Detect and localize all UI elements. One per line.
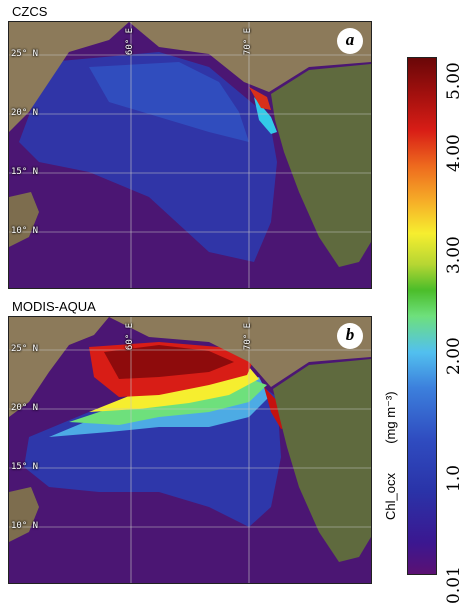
panel-a-badge: a	[337, 28, 363, 54]
lat-label-25: 25° N	[11, 344, 39, 354]
colorbar-label: Chl_ocx (mg m⁻³)	[383, 391, 399, 520]
modis-map	[9, 317, 371, 583]
colorbar-tick-1.0: 1.0	[444, 464, 464, 492]
colorbar-tick-5.00: 5.00	[444, 62, 464, 100]
colorbar-tick-0.01: 0.01	[444, 566, 464, 604]
chl-lightblue-region	[89, 62, 249, 142]
lon-label-60: 60° E	[125, 28, 135, 56]
colorbar-tick-2.00: 2.00	[444, 337, 464, 375]
czcs-map-panel: 25° N 20° N 15° N 10° N 60° E 70° E a	[8, 21, 372, 289]
lon-label-70: 70° E	[243, 28, 253, 56]
somalia-land	[9, 487, 39, 542]
iran-pakistan-land	[109, 317, 371, 387]
panel-b-title: MODIS-AQUA	[12, 299, 96, 314]
lat-label-15: 15° N	[11, 167, 39, 177]
colorbar-variable: Chl_ocx	[383, 473, 398, 520]
arabia-land	[9, 22, 129, 132]
lat-label-15: 15° N	[11, 462, 39, 472]
colorbar-unit: (mg m⁻³)	[383, 391, 398, 444]
india-land	[271, 64, 371, 267]
czcs-map	[9, 22, 371, 288]
colorbar-tick-3.00: 3.00	[444, 236, 464, 274]
modis-map-panel: 25° N 20° N 15° N 10° N 60° E 70° E b	[8, 316, 372, 584]
panel-a-title: CZCS	[12, 4, 48, 19]
india-land	[273, 359, 371, 562]
chlorophyll-colorbar	[407, 57, 437, 575]
lat-label-10: 10° N	[11, 521, 39, 531]
lat-label-25: 25° N	[11, 49, 39, 59]
chl-darkred-region	[104, 345, 234, 379]
lon-label-60: 60° E	[125, 323, 135, 351]
lat-label-20: 20° N	[11, 403, 39, 413]
lat-label-10: 10° N	[11, 226, 39, 236]
somalia-land	[9, 192, 39, 247]
arabia-land	[9, 317, 109, 417]
iran-pakistan-land	[129, 22, 371, 92]
panel-b-badge: b	[337, 323, 363, 349]
chl-coastal-red	[249, 87, 271, 110]
lon-label-70: 70° E	[243, 323, 253, 351]
chl-coastal-cyan	[254, 97, 277, 134]
colorbar-tick-4.00: 4.00	[444, 134, 464, 172]
lat-label-20: 20° N	[11, 108, 39, 118]
